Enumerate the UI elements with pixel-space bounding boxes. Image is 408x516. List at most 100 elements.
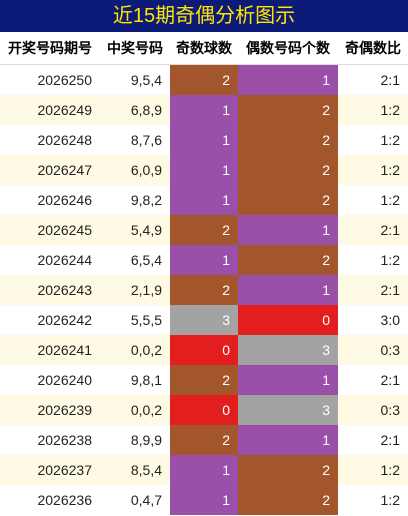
table-cell: 1 [170, 184, 238, 215]
table-row: 2026250 9,5,4 2 1 2:1 [0, 64, 408, 95]
table-row: 2026242 5,5,5 3 0 3:0 [0, 304, 408, 335]
table-cell: 1 [170, 94, 238, 125]
table-cell: 9,5,4 [130, 71, 162, 88]
table-cell: 1 [170, 244, 238, 275]
table-cell: 2026239 [0, 394, 100, 425]
table-cell: 1:2 [338, 94, 408, 125]
table-cell: 2 [238, 124, 338, 155]
table-row: 2026238 8,9,9 2 1 2:1 [0, 424, 408, 455]
table-cell: 1 [238, 274, 338, 305]
table-cell: 1 [170, 454, 238, 485]
table-cell: 8,9,9 [130, 431, 162, 448]
table-body: 2026250 9,5,4 2 1 2:1 2026249 6,8,9 1 2 1:2 202624… [0, 64, 408, 515]
column-header: 偶数号码个数 [238, 32, 338, 65]
table-row: 2026249 6,8,9 1 2 1:2 [0, 94, 408, 125]
table-cell: 3 [238, 394, 338, 425]
table-row: 2026237 8,5,4 1 2 1:2 [0, 454, 408, 485]
table-cell: 2026250 [37, 71, 92, 88]
title-bar: 近15期奇偶分析图示 [0, 0, 408, 32]
table-cell: 6,5,4 [130, 251, 162, 268]
table-cell: 2:1 [338, 214, 408, 245]
table-cell: 6,8,9 [100, 94, 170, 125]
table-cell: 2026245 [0, 214, 100, 245]
table-cell: 2 [238, 454, 338, 485]
table-row: 2026247 6,0,9 1 2 1:2 [0, 154, 408, 185]
table-row: 2026246 9,8,2 1 2 1:2 [0, 184, 408, 215]
table-cell: 0 [238, 304, 338, 335]
table-cell: 2026244 [37, 251, 92, 268]
column-header: 奇偶数比 [338, 32, 408, 65]
table-cell: 0,0,2 [100, 334, 170, 365]
table-cell: 2026241 [0, 334, 100, 365]
table-cell: 2 [238, 244, 338, 275]
table-cell: 2026242 [37, 311, 92, 328]
table-cell: 1:2 [338, 154, 408, 185]
table-row: 2026243 2,1,9 2 1 2:1 [0, 274, 408, 305]
table-cell: 2026243 [0, 274, 100, 305]
table-cell: 2:1 [380, 71, 400, 88]
table-cell: 0,4,7 [130, 491, 162, 508]
table-cell: 2 [170, 274, 238, 305]
table-cell: 8,5,4 [100, 454, 170, 485]
table-cell: 6,0,9 [100, 154, 170, 185]
table-cell: 0,0,2 [100, 394, 170, 425]
table-cell: 2 [170, 214, 238, 245]
table-cell: 2:1 [338, 274, 408, 305]
table-cell: 3:0 [380, 311, 400, 328]
table-cell: 5,5,5 [130, 311, 162, 328]
table-cell: 1 [170, 484, 238, 515]
table-row: 2026241 0,0,2 0 3 0:3 [0, 334, 408, 365]
table-row: 2026236 0,4,7 1 2 1:2 [0, 484, 408, 515]
table-cell: 2 [170, 424, 238, 455]
table-cell: 1:2 [380, 251, 400, 268]
table-cell: 1 [170, 154, 238, 185]
table-cell: 2 [238, 484, 338, 515]
table-cell: 1 [238, 424, 338, 455]
table-row: 2026248 8,7,6 1 2 1:2 [0, 124, 408, 155]
table-row: 2026244 6,5,4 1 2 1:2 [0, 244, 408, 275]
table-cell: 2026238 [37, 431, 92, 448]
table-cell: 0 [170, 394, 238, 425]
table-cell: 2:1 [380, 371, 400, 388]
table-cell: 2,1,9 [100, 274, 170, 305]
table-cell: 2 [238, 94, 338, 125]
table-cell: 1:2 [380, 491, 400, 508]
table-cell: 0:3 [338, 334, 408, 365]
odd-even-table: 开奖号码期号 中奖号码 奇数球数 偶数号码个数 奇偶数比 2026250 9,5,4 2 1 2… [0, 32, 408, 515]
table-cell: 0 [170, 334, 238, 365]
table-cell: 2026248 [37, 131, 92, 148]
table-cell: 2026236 [37, 491, 92, 508]
table-cell: 8,7,6 [130, 131, 162, 148]
table-row: 2026245 5,4,9 2 1 2:1 [0, 214, 408, 245]
table-cell: 2:1 [380, 431, 400, 448]
table-cell: 2026246 [37, 191, 92, 208]
table-cell: 1 [238, 364, 338, 395]
table-cell: 1:2 [380, 131, 400, 148]
table-cell: 3 [170, 304, 238, 335]
table-cell: 3 [238, 334, 338, 365]
table-cell: 2026247 [0, 154, 100, 185]
column-header: 开奖号码期号 [0, 32, 100, 65]
table-cell: 2 [170, 364, 238, 395]
table-cell: 0:3 [338, 394, 408, 425]
table-cell: 2026237 [0, 454, 100, 485]
table-cell: 2 [170, 64, 238, 95]
table-cell: 1:2 [380, 191, 400, 208]
table-cell: 1:2 [338, 454, 408, 485]
table-cell: 2026240 [37, 371, 92, 388]
table-row: 2026239 0,0,2 0 3 0:3 [0, 394, 408, 425]
column-header: 中奖号码 [100, 32, 170, 65]
table-cell: 2 [238, 154, 338, 185]
table-cell: 1 [238, 214, 338, 245]
table-cell: 5,4,9 [100, 214, 170, 245]
table-cell: 2026249 [0, 94, 100, 125]
table-cell: 1 [238, 64, 338, 95]
table-cell: 2 [238, 184, 338, 215]
header-row: 开奖号码期号 中奖号码 奇数球数 偶数号码个数 奇偶数比 [0, 32, 408, 65]
table-cell: 9,8,2 [130, 191, 162, 208]
table-cell: 9,8,1 [130, 371, 162, 388]
table-cell: 1 [170, 124, 238, 155]
table-row: 2026240 9,8,1 2 1 2:1 [0, 364, 408, 395]
column-header: 奇数球数 [170, 32, 238, 65]
